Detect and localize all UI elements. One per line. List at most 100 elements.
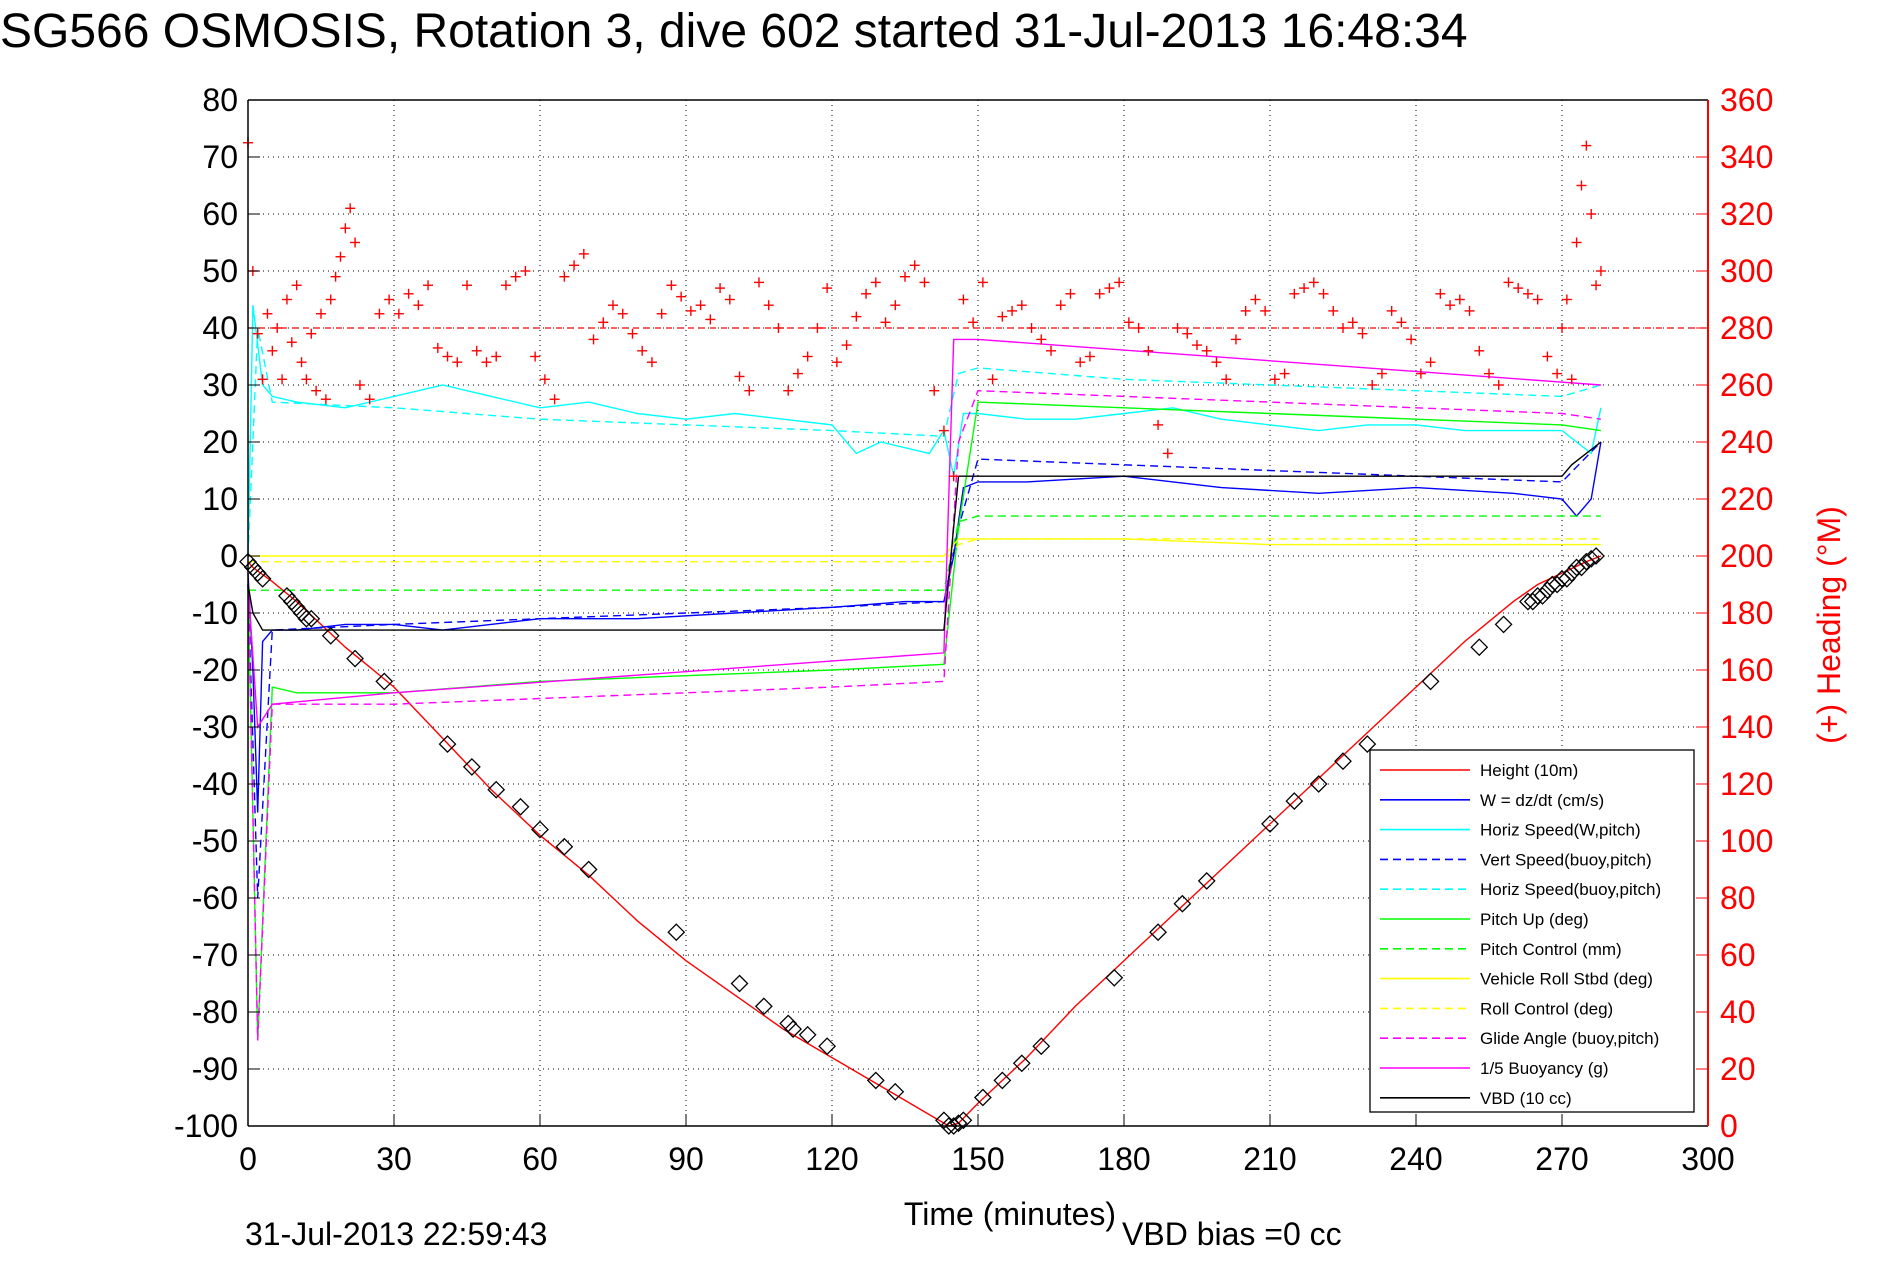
heading-point xyxy=(252,328,263,339)
heading-point xyxy=(997,311,1008,322)
heading-point xyxy=(841,340,852,351)
heading-point xyxy=(257,374,268,385)
heading-point xyxy=(666,280,677,291)
y-right-tick-label: 80 xyxy=(1720,880,1756,916)
heading-point xyxy=(987,374,998,385)
heading-point xyxy=(1094,288,1105,299)
heading-point xyxy=(530,351,541,362)
heading-point xyxy=(549,394,560,405)
heading-point xyxy=(958,294,969,305)
depth-marker xyxy=(1572,558,1591,577)
heading-point xyxy=(1454,294,1465,305)
depth-marker xyxy=(487,780,506,799)
heading-point xyxy=(783,385,794,396)
x-tick-label: 270 xyxy=(1535,1141,1588,1177)
heading-point xyxy=(384,294,395,305)
depth-marker xyxy=(1470,638,1489,657)
series-line-buoyancy xyxy=(247,338,1601,730)
heading-point xyxy=(1007,305,1018,316)
heading-point xyxy=(685,305,696,316)
chart-title: SG566 OSMOSIS, Rotation 3, dive 602 star… xyxy=(0,5,1468,58)
depth-marker xyxy=(1149,923,1167,942)
depth-marker xyxy=(886,1082,905,1101)
legend-label: Horiz Speed(buoy,pitch) xyxy=(1480,880,1661,899)
y-right-tick-label: 300 xyxy=(1720,253,1773,289)
heading-point xyxy=(695,300,706,311)
heading-point xyxy=(1513,283,1524,294)
heading-point xyxy=(1114,277,1125,288)
heading-point xyxy=(1542,351,1553,362)
y-right-tick-label: 180 xyxy=(1720,595,1773,631)
heading-point xyxy=(812,323,823,333)
y-left-tick-label: -30 xyxy=(192,709,238,745)
heading-point xyxy=(1561,294,1572,305)
heading-point xyxy=(588,334,599,345)
heading-point xyxy=(870,277,881,288)
y-right-tick-label: 240 xyxy=(1720,424,1773,460)
heading-point xyxy=(510,271,521,282)
axes: 0 30 60 90 120 150 180 210 240 270 300807060504030… xyxy=(174,82,1773,1177)
legend-label: Pitch Control (mm) xyxy=(1480,940,1622,959)
x-tick-label: 0 xyxy=(239,1141,257,1177)
y-left-tick-label: -100 xyxy=(174,1108,238,1144)
series-line-glide-angle xyxy=(247,389,1602,1041)
y-right-tick-label: 160 xyxy=(1720,652,1773,688)
heading-point xyxy=(267,345,278,356)
heading-point xyxy=(1338,323,1348,333)
heading-point xyxy=(1532,294,1543,305)
heading-point xyxy=(1289,288,1300,299)
heading-point xyxy=(608,300,618,311)
y-left-tick-label: -60 xyxy=(192,880,238,916)
heading-point xyxy=(364,394,375,405)
heading-point xyxy=(929,385,940,396)
heading-point xyxy=(676,291,687,302)
y-right-tick-label: 60 xyxy=(1720,937,1756,973)
heading-point xyxy=(656,308,667,319)
y-left-tick-label: -50 xyxy=(192,823,238,859)
heading-point xyxy=(802,351,813,362)
heading-point xyxy=(569,260,580,271)
x-tick-label: 240 xyxy=(1389,1141,1442,1177)
depth-marker xyxy=(346,649,364,668)
heading-point xyxy=(763,300,774,311)
heading-point xyxy=(977,277,988,288)
heading-point xyxy=(900,271,910,282)
y-left-tick-label: 60 xyxy=(202,196,238,232)
depth-marker xyxy=(1533,586,1552,605)
x-tick-label: 150 xyxy=(951,1141,1004,1177)
heading-point xyxy=(1269,374,1280,385)
y-left-tick-label: -80 xyxy=(192,994,238,1030)
depth-marker xyxy=(939,1117,958,1135)
heading-point xyxy=(822,283,833,294)
heading-point xyxy=(1221,374,1232,385)
depth-marker xyxy=(1582,549,1601,568)
heading-point xyxy=(286,337,297,348)
heading-point xyxy=(705,314,716,325)
heading-point xyxy=(471,345,482,356)
depth-marker xyxy=(1334,752,1352,771)
y-right-tick-label: 260 xyxy=(1720,367,1773,403)
series-lines xyxy=(247,305,1602,1127)
heading-point xyxy=(851,311,862,322)
y-left-tick-label: 20 xyxy=(202,424,238,460)
heading-point xyxy=(773,323,784,333)
heading-point xyxy=(1153,419,1164,430)
heading-point xyxy=(715,283,726,294)
legend-label: Glide Angle (buoy,pitch) xyxy=(1480,1029,1659,1048)
heading-point xyxy=(1055,300,1066,311)
heading-point xyxy=(754,277,764,288)
heading-point xyxy=(909,260,920,271)
heading-point xyxy=(1065,288,1076,299)
depth-marker xyxy=(579,860,598,879)
y-left-tick-label: 80 xyxy=(202,82,238,118)
depth-marker xyxy=(1494,615,1513,634)
heading-point xyxy=(330,271,341,282)
heading-point xyxy=(413,300,424,311)
heading-point xyxy=(340,223,351,234)
depth-marker xyxy=(954,1111,973,1130)
x-tick-label: 120 xyxy=(805,1141,858,1177)
heading-point xyxy=(272,323,283,333)
depth-marker xyxy=(531,820,549,839)
y-left-tick-label: 40 xyxy=(202,310,238,346)
